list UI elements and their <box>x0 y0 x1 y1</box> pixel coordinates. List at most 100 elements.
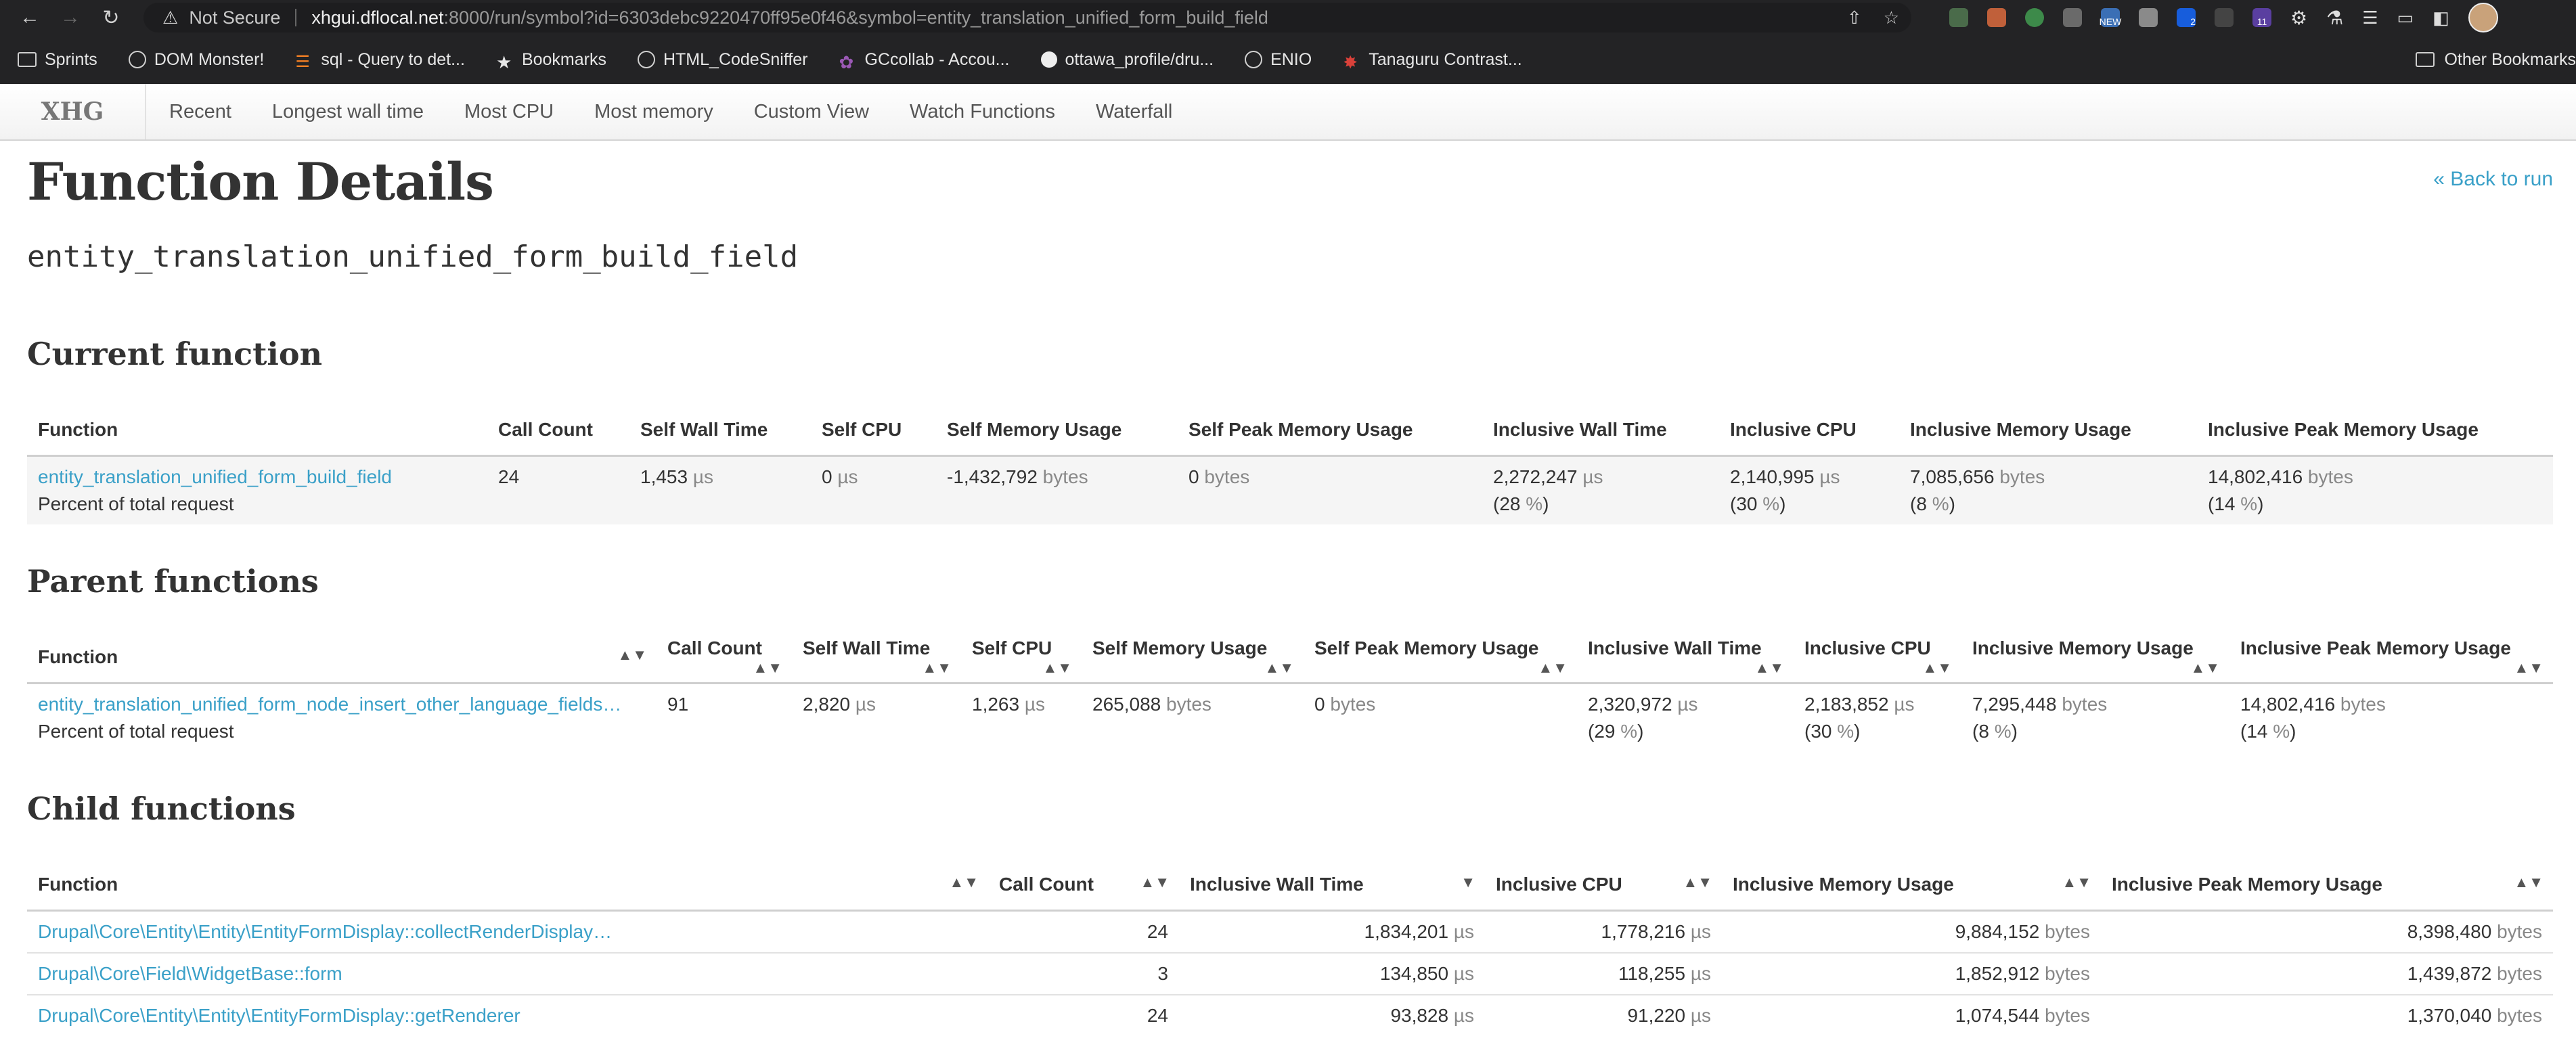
function-link[interactable]: Drupal\Core\Entity\Entity\EntityFormDisp… <box>38 921 613 942</box>
sortable-column-header[interactable]: Inclusive Wall Time ▲▼ <box>1577 632 1794 684</box>
sortable-column-header[interactable]: Inclusive Memory Usage ▲▼ <box>1722 859 2101 912</box>
nav-recent[interactable]: Recent <box>169 100 231 122</box>
extension-icon[interactable] <box>2025 8 2044 27</box>
sidepanel-icon[interactable]: ◧ <box>2433 7 2449 28</box>
extension-icon[interactable]: 11 <box>2252 8 2271 27</box>
sortable-column-header[interactable]: Inclusive Peak Memory Usage ▲▼ <box>2101 859 2553 912</box>
call-count: 24 <box>988 910 1179 953</box>
function-link[interactable]: entity_translation_unified_form_build_fi… <box>38 466 393 487</box>
bookmark-item[interactable]: ☰ sql - Query to det... <box>295 49 465 72</box>
address-bar[interactable]: ⚠ Not Secure xhgui.dflocal.net:8000/run/… <box>143 3 1911 32</box>
sort-icon: ▲▼ <box>922 659 952 676</box>
inclusive-cpu: 2,183,852 µs (30 %) <box>1794 682 1961 752</box>
back-arrow-icon[interactable]: ← <box>20 6 40 28</box>
bitwarden-icon[interactable]: 2 <box>2177 8 2196 27</box>
nav-most-memory[interactable]: Most memory <box>594 100 713 122</box>
bookmark-item[interactable]: ✿ GCcollab - Accou... <box>839 49 1010 73</box>
function-link[interactable]: entity_translation_unified_form_node_ins… <box>38 694 622 715</box>
url-text[interactable]: xhgui.dflocal.net:8000/run/symbol?id=630… <box>311 7 1268 28</box>
percent-label: Percent of total request <box>38 721 234 742</box>
other-bookmarks[interactable]: Other Bookmarks <box>2416 35 2576 84</box>
bookmark-item[interactable]: ENIO <box>1245 50 1312 70</box>
inclusive-cpu: 2,140,995 µs (30 %) <box>1719 455 1899 524</box>
nav-waterfall[interactable]: Waterfall <box>1095 100 1173 122</box>
table-header-row: Function ▲▼ Call Count ▲▼ Inclusive Wall T… <box>27 859 2553 912</box>
inclusive-memory: 1,852,912 bytes <box>1722 952 2101 995</box>
sortable-column-header[interactable]: Inclusive Wall Time ▼ <box>1179 859 1485 912</box>
inclusive-cpu: 118,255 µs <box>1485 952 1722 995</box>
reload-icon[interactable]: ↻ <box>102 6 120 29</box>
sortable-column-header[interactable]: Inclusive CPU ▲▼ <box>1485 859 1722 912</box>
share-icon[interactable]: ⇧ <box>1846 7 1862 28</box>
extension-icon[interactable] <box>1949 8 1968 27</box>
nav-custom-view[interactable]: Custom View <box>753 100 870 122</box>
sortable-column-header[interactable]: Function ▲▼ <box>27 859 988 912</box>
inclusive-peak-memory: 1,370,040 bytes <box>2101 994 2553 1036</box>
current-function-title: Current function <box>27 336 323 372</box>
new-extension-icon[interactable]: NEW <box>2100 8 2121 27</box>
call-count: 24 <box>487 455 629 524</box>
child-functions-title: Child functions <box>27 790 296 827</box>
function-link[interactable]: Drupal\Core\Field\WidgetBase::form <box>38 963 342 984</box>
sort-icon: ▲▼ <box>949 874 979 891</box>
sort-icon: ▲▼ <box>1754 659 1784 676</box>
bookmark-item[interactable]: Sprints <box>18 50 97 70</box>
sortable-column-header[interactable]: Call Count ▲▼ <box>988 859 1179 912</box>
sort-desc-icon: ▼ <box>1461 874 1475 891</box>
sortable-column-header[interactable]: Inclusive CPU ▲▼ <box>1794 632 1961 684</box>
table-header-row: Function ▲▼ Call Count ▲▼ Self Wall Time ▲▼… <box>27 632 2553 684</box>
sortable-column-header[interactable]: Inclusive Peak Memory Usage ▲▼ <box>2229 632 2553 684</box>
lab-icon[interactable]: ⚗ <box>2326 7 2344 28</box>
inclusive-wall-time: 134,850 µs <box>1179 952 1485 995</box>
brand-logo[interactable]: XHG <box>0 84 146 139</box>
nav-watch-functions[interactable]: Watch Functions <box>910 100 1055 122</box>
forward-arrow-icon[interactable]: → <box>60 6 81 28</box>
globe-icon <box>637 51 655 68</box>
sortable-column-header[interactable]: Inclusive Memory Usage ▲▼ <box>1961 632 2229 684</box>
sortable-column-header[interactable]: Call Count ▲▼ <box>657 632 792 684</box>
call-count: 3 <box>988 952 1179 995</box>
inclusive-wall-time: 2,320,972 µs (29 %) <box>1577 682 1794 752</box>
percent-label: Percent of total request <box>38 493 234 514</box>
warning-icon: ⚠ <box>162 7 179 28</box>
back-to-run-link[interactable]: « Back to run <box>2433 168 2553 190</box>
child-functions-table: Function ▲▼ Call Count ▲▼ Inclusive Wall T… <box>27 859 2553 1036</box>
sort-icon: ▲▼ <box>753 659 782 676</box>
star-icon[interactable]: ☆ <box>1883 7 1899 28</box>
extension-icon[interactable] <box>2063 8 2082 27</box>
nav-most-cpu[interactable]: Most CPU <box>464 100 554 122</box>
table-row: Drupal\Core\Field\WidgetBase::form 3 134… <box>27 952 2553 995</box>
security-label: Not Secure <box>189 7 281 28</box>
inclusive-memory: 7,295,448 bytes (8 %) <box>1961 682 2229 752</box>
bookmark-item[interactable]: DOM Monster! <box>128 50 264 70</box>
sortable-column-header[interactable]: Self Peak Memory Usage ▲▼ <box>1304 632 1577 684</box>
cast-icon[interactable]: ▭ <box>2397 7 2414 28</box>
stackoverflow-icon: ☰ <box>295 53 310 71</box>
self-peak-memory: 0 bytes <box>1178 455 1482 524</box>
sort-icon: ▲▼ <box>2062 874 2091 891</box>
bookmark-item[interactable]: HTML_CodeSniffer <box>637 50 808 70</box>
inclusive-cpu: 1,778,216 µs <box>1485 910 1722 953</box>
sortable-column-header[interactable]: Self CPU ▲▼ <box>961 632 1082 684</box>
globe-icon <box>1245 51 1263 68</box>
column-header: Function <box>27 405 487 457</box>
tool-extension-icon[interactable] <box>1987 8 2006 27</box>
extension-icon[interactable] <box>2215 8 2234 27</box>
star-icon: ★ <box>495 52 512 72</box>
avatar[interactable] <box>2468 3 2498 32</box>
extension-icon[interactable] <box>2139 8 2158 27</box>
sortable-column-header[interactable]: Function ▲▼ <box>27 632 657 684</box>
puzzle-icon[interactable]: ⚙ <box>2290 7 2308 28</box>
bookmark-item[interactable]: ottawa_profile/dru... <box>1040 50 1214 70</box>
function-link[interactable]: Drupal\Core\Entity\Entity\EntityFormDisp… <box>38 1005 520 1026</box>
call-count: 91 <box>657 682 792 752</box>
parent-functions-title: Parent functions <box>27 563 319 600</box>
nav-longest-wall-time[interactable]: Longest wall time <box>271 100 424 122</box>
bookmark-item[interactable]: ✸ Tanaguru Contrast... <box>1343 49 1522 73</box>
self-cpu: 1,263 µs <box>961 682 1082 752</box>
inclusive-wall-time: 93,828 µs <box>1179 994 1485 1036</box>
sortable-column-header[interactable]: Self Memory Usage ▲▼ <box>1082 632 1304 684</box>
sortable-column-header[interactable]: Self Wall Time ▲▼ <box>792 632 961 684</box>
bookmark-item[interactable]: ★ Bookmarks <box>495 49 606 73</box>
playlist-icon[interactable]: ☰ <box>2362 7 2378 28</box>
